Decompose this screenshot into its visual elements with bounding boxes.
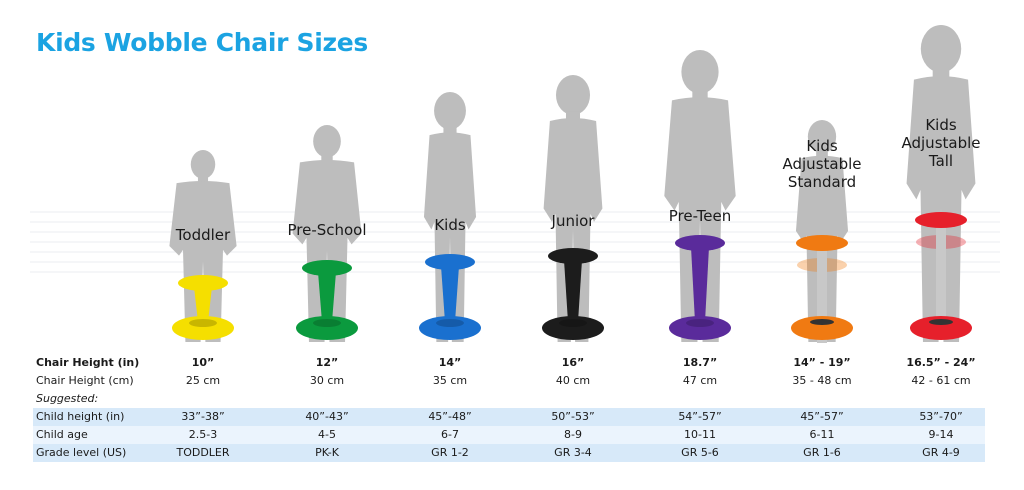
row-label: Child height (in) — [36, 410, 125, 423]
chair-label-line: Tall — [928, 152, 954, 170]
illustration — [30, 25, 1000, 343]
table-row: Suggested: — [33, 390, 985, 408]
row-label: Suggested: — [36, 392, 99, 405]
table-cell: 40”-43” — [305, 410, 349, 423]
chair-label: Kids Adjustable Standard — [752, 137, 892, 191]
chair-label: Kids Adjustable Tall — [871, 116, 1011, 170]
table-cell: 8-9 — [564, 428, 582, 441]
chair-label-line: Kids — [806, 137, 838, 155]
table-cell: 2.5-3 — [188, 428, 218, 441]
page-title: Kids Wobble Chair Sizes — [36, 28, 368, 57]
table-cell: PK-K — [315, 446, 339, 459]
chair-label: Toddler — [133, 226, 273, 244]
table-cell: GR 5-6 — [681, 446, 719, 459]
table-cell: 30 cm — [309, 374, 345, 387]
wobble-chair-6 — [791, 235, 853, 343]
wobble-chair-7 — [910, 212, 972, 340]
table-cell: 45”-48” — [428, 410, 472, 423]
size-table: Chair Height (in) 10” 12” 14” 16” 18.7” 14” - … — [33, 354, 985, 462]
table-cell: 10-11 — [684, 428, 716, 441]
row-label: Grade level (US) — [36, 446, 127, 459]
table-cell: 35 - 48 cm — [792, 374, 852, 387]
chair-label-line: Pre-Teen — [668, 207, 732, 225]
wobble-chair-5 — [669, 235, 731, 340]
chair-label-line: Standard — [787, 173, 857, 191]
table-cell: 33”-38” — [181, 410, 225, 423]
table-cell: 42 - 61 cm — [911, 374, 971, 387]
table-row: Chair Height (cm) 25 cm 30 cm 35 cm 40 cm 47 … — [33, 372, 985, 390]
table-cell: 10” — [191, 356, 215, 369]
table-cell: TODDLER — [176, 446, 230, 459]
row-label: Chair Height (in) — [36, 356, 140, 369]
table-cell: 4-5 — [318, 428, 336, 441]
chair-label-line: Kids — [925, 116, 957, 134]
table-cell: 6-7 — [441, 428, 459, 441]
chair-label-line: Junior — [551, 212, 595, 230]
row-label: Chair Height (cm) — [36, 374, 134, 387]
table-cell: 50”-53” — [551, 410, 595, 423]
table-cell: GR 1-6 — [803, 446, 841, 459]
child-silhouette — [906, 25, 976, 342]
table-cell: 45”-57” — [800, 410, 844, 423]
table-cell: GR 4-9 — [922, 446, 960, 459]
child-silhouette — [543, 75, 603, 342]
child-silhouette — [423, 92, 477, 342]
table-cell: 6-11 — [809, 428, 835, 441]
chair-label-line: Pre-School — [287, 221, 367, 239]
table-cell: 53”-70” — [919, 410, 963, 423]
table-cell: 14” - 19” — [793, 356, 851, 369]
chair-label-line: Toddler — [175, 226, 231, 244]
table-cell: 14” — [438, 356, 462, 369]
wobble-chair-1 — [172, 275, 234, 340]
table-cell: 16” — [561, 356, 585, 369]
child-silhouette — [292, 124, 362, 342]
chair-label: Pre-Teen — [630, 207, 770, 225]
chair-label-line: Kids — [434, 216, 466, 234]
table-cell: 54”-57” — [678, 410, 722, 423]
table-cell: 12” — [315, 356, 339, 369]
table-cell: 16.5” - 24” — [906, 356, 976, 369]
child-silhouette — [795, 119, 849, 342]
table-cell: 35 cm — [432, 374, 468, 387]
table-cell: 47 cm — [682, 374, 718, 387]
table-row: Grade level (US) TODDLER PK-K GR 1-2 GR 3-4 G… — [33, 444, 985, 462]
chair-label: Kids — [380, 216, 520, 234]
wobble-chair-4 — [542, 248, 604, 340]
row-label: Child age — [36, 428, 88, 441]
table-cell: 18.7” — [682, 356, 718, 369]
table-cell: GR 3-4 — [554, 446, 592, 459]
chair-label: Junior — [503, 212, 643, 230]
wobble-chair-2 — [296, 260, 358, 340]
chair-label-line: Adjustable — [782, 155, 862, 173]
chair-label-line: Adjustable — [901, 134, 981, 152]
child-silhouette — [169, 150, 237, 342]
table-cell: GR 1-2 — [431, 446, 469, 459]
chair-label: Pre-School — [257, 221, 397, 239]
table-cell: 40 cm — [555, 374, 591, 387]
child-silhouette — [664, 50, 736, 342]
table-cell: 9-14 — [928, 428, 954, 441]
table-row: Child age 2.5-3 4-5 6-7 8-9 10-11 6-11 9-14 — [33, 426, 985, 444]
table-cell: 25 cm — [185, 374, 221, 387]
table-row: Chair Height (in) 10” 12” 14” 16” 18.7” 14” - … — [33, 354, 985, 372]
wobble-chair-3 — [419, 254, 481, 340]
table-row: Child height (in) 33”-38” 40”-43” 45”-48” 50… — [33, 408, 985, 426]
